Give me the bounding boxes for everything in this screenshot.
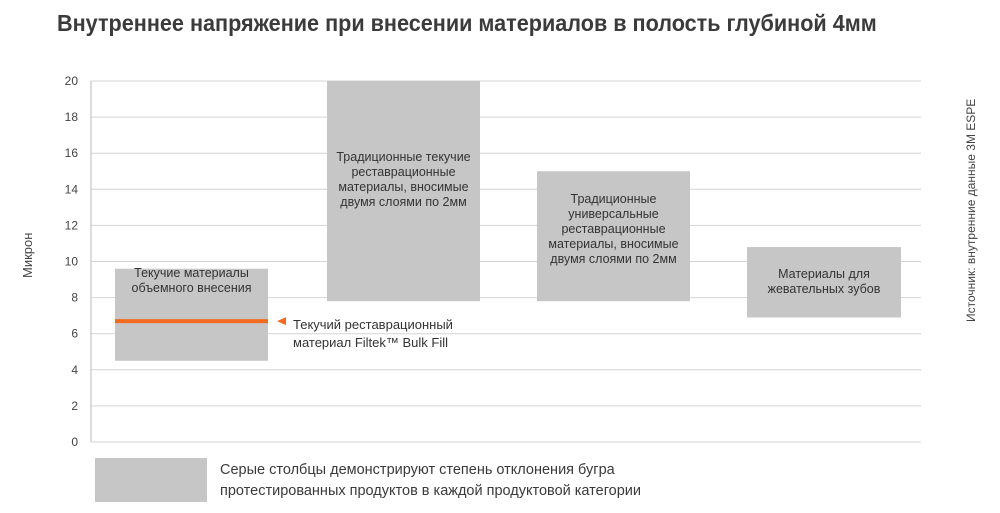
bar-label-1: Текучие материалы объемного внесения	[131, 266, 252, 295]
bar-label-3: Традиционные универсальные реставрационн…	[548, 192, 679, 266]
bar-label-2: Традиционные текучие реставрационные мат…	[336, 150, 471, 209]
y-tick-label: 10	[65, 255, 79, 269]
callout-line-2: материал Filtek™ Bulk Fill	[293, 335, 449, 350]
bars	[115, 81, 901, 361]
y-tick-label: 8	[71, 291, 78, 305]
y-tick-label: 12	[65, 218, 79, 232]
bar-4	[747, 247, 901, 318]
callout-text: Текучий реставрационный материал Filtek™…	[293, 316, 453, 352]
y-tick-label: 20	[65, 74, 79, 88]
callout-arrow-icon	[277, 317, 286, 326]
y-tick-label: 18	[65, 110, 79, 124]
bar-label-4: Материалы для жевательных зубов	[767, 267, 881, 296]
y-tick-label: 16	[65, 146, 79, 160]
source-note: Источник: внутренние данные 3M ESPE	[964, 98, 978, 322]
y-tick-label: 14	[65, 182, 79, 196]
bar-3	[537, 171, 690, 302]
callout-line-1: Текучий реставрационный	[293, 317, 453, 332]
y-tick-label: 0	[71, 435, 78, 449]
bar-2	[327, 81, 480, 302]
chart-title: Внутреннее напряжение при внесении матер…	[57, 10, 877, 36]
bar-1	[115, 268, 268, 361]
callout-marker	[277, 317, 286, 326]
y-axis-label: Микрон	[20, 232, 35, 278]
legend-line-1: Серые столбцы демонстрируют степень откл…	[220, 462, 615, 478]
legend-line-2: протестированных продуктов в каждой прод…	[220, 483, 642, 499]
y-tick-label: 4	[71, 363, 78, 377]
y-tick-label: 2	[71, 399, 78, 413]
legend-swatch	[95, 458, 207, 502]
y-tick-label: 6	[71, 327, 78, 341]
legend-text: Серые столбцы демонстрируют степень откл…	[220, 460, 641, 502]
y-tick-labels: 0 2 4 6 8 10 12 14 16 18 20	[65, 74, 79, 449]
grid-lines	[90, 80, 921, 443]
